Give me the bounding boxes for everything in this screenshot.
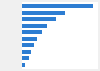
Bar xyxy=(22,30,42,34)
Bar xyxy=(22,56,29,60)
Bar xyxy=(22,37,38,41)
Bar xyxy=(22,50,31,54)
Bar xyxy=(22,17,56,21)
Bar xyxy=(22,4,93,8)
Bar xyxy=(22,24,48,28)
Bar xyxy=(22,43,34,47)
Bar xyxy=(22,63,25,67)
Bar xyxy=(22,11,65,15)
